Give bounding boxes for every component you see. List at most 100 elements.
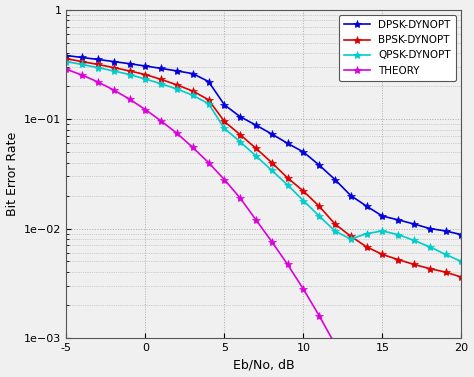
DPSK-DYNOPT bbox=[269, 132, 274, 136]
THEORY bbox=[269, 239, 274, 244]
BPSK-DYNOPT bbox=[206, 98, 211, 102]
THEORY bbox=[348, 372, 354, 376]
THEORY bbox=[285, 262, 291, 267]
BPSK-DYNOPT bbox=[427, 267, 433, 271]
BPSK-DYNOPT bbox=[253, 146, 259, 150]
THEORY bbox=[111, 88, 117, 92]
DPSK-DYNOPT bbox=[458, 232, 464, 237]
THEORY bbox=[143, 107, 148, 112]
DPSK-DYNOPT bbox=[316, 163, 322, 167]
QPSK-DYNOPT bbox=[395, 232, 401, 237]
BPSK-DYNOPT bbox=[95, 62, 101, 67]
BPSK-DYNOPT bbox=[316, 204, 322, 208]
BPSK-DYNOPT bbox=[158, 77, 164, 82]
QPSK-DYNOPT bbox=[95, 65, 101, 70]
DPSK-DYNOPT bbox=[285, 141, 291, 146]
BPSK-DYNOPT bbox=[443, 270, 448, 274]
Line: QPSK-DYNOPT: QPSK-DYNOPT bbox=[62, 57, 465, 266]
QPSK-DYNOPT bbox=[427, 245, 433, 249]
QPSK-DYNOPT bbox=[269, 168, 274, 173]
BPSK-DYNOPT bbox=[301, 189, 306, 193]
DPSK-DYNOPT bbox=[301, 150, 306, 154]
DPSK-DYNOPT bbox=[443, 229, 448, 233]
THEORY bbox=[206, 160, 211, 165]
BPSK-DYNOPT bbox=[127, 69, 132, 73]
QPSK-DYNOPT bbox=[143, 77, 148, 81]
THEORY bbox=[221, 177, 227, 182]
BPSK-DYNOPT bbox=[269, 160, 274, 165]
QPSK-DYNOPT bbox=[127, 72, 132, 77]
DPSK-DYNOPT bbox=[143, 64, 148, 68]
DPSK-DYNOPT bbox=[237, 115, 243, 119]
THEORY bbox=[316, 313, 322, 318]
Y-axis label: Bit Error Rate: Bit Error Rate bbox=[6, 132, 18, 216]
BPSK-DYNOPT bbox=[221, 119, 227, 124]
BPSK-DYNOPT bbox=[285, 176, 291, 180]
BPSK-DYNOPT bbox=[411, 262, 417, 267]
THEORY bbox=[332, 342, 338, 346]
QPSK-DYNOPT bbox=[285, 183, 291, 187]
THEORY bbox=[174, 131, 180, 136]
DPSK-DYNOPT bbox=[348, 193, 354, 198]
BPSK-DYNOPT bbox=[458, 275, 464, 279]
DPSK-DYNOPT bbox=[253, 123, 259, 127]
DPSK-DYNOPT bbox=[380, 214, 385, 218]
DPSK-DYNOPT bbox=[79, 55, 85, 60]
QPSK-DYNOPT bbox=[237, 139, 243, 144]
QPSK-DYNOPT bbox=[79, 62, 85, 67]
BPSK-DYNOPT bbox=[380, 252, 385, 257]
THEORY bbox=[95, 80, 101, 84]
DPSK-DYNOPT bbox=[64, 53, 69, 58]
QPSK-DYNOPT bbox=[253, 154, 259, 158]
QPSK-DYNOPT bbox=[111, 69, 117, 73]
DPSK-DYNOPT bbox=[127, 61, 132, 66]
Line: DPSK-DYNOPT: DPSK-DYNOPT bbox=[62, 51, 465, 239]
QPSK-DYNOPT bbox=[458, 259, 464, 264]
DPSK-DYNOPT bbox=[221, 103, 227, 107]
QPSK-DYNOPT bbox=[190, 93, 196, 98]
BPSK-DYNOPT bbox=[64, 57, 69, 61]
BPSK-DYNOPT bbox=[332, 222, 338, 226]
Line: BPSK-DYNOPT: BPSK-DYNOPT bbox=[62, 55, 465, 281]
THEORY bbox=[127, 97, 132, 101]
QPSK-DYNOPT bbox=[221, 126, 227, 131]
QPSK-DYNOPT bbox=[64, 59, 69, 64]
BPSK-DYNOPT bbox=[79, 59, 85, 64]
DPSK-DYNOPT bbox=[206, 79, 211, 84]
QPSK-DYNOPT bbox=[380, 229, 385, 233]
QPSK-DYNOPT bbox=[206, 101, 211, 106]
QPSK-DYNOPT bbox=[411, 238, 417, 243]
BPSK-DYNOPT bbox=[395, 257, 401, 262]
THEORY bbox=[253, 218, 259, 222]
DPSK-DYNOPT bbox=[332, 177, 338, 182]
THEORY bbox=[64, 67, 69, 72]
BPSK-DYNOPT bbox=[348, 234, 354, 239]
DPSK-DYNOPT bbox=[111, 59, 117, 64]
BPSK-DYNOPT bbox=[174, 83, 180, 87]
QPSK-DYNOPT bbox=[301, 198, 306, 203]
THEORY bbox=[158, 119, 164, 123]
DPSK-DYNOPT bbox=[364, 204, 369, 208]
THEORY bbox=[237, 196, 243, 200]
DPSK-DYNOPT bbox=[190, 71, 196, 76]
Line: THEORY: THEORY bbox=[62, 65, 465, 377]
BPSK-DYNOPT bbox=[190, 89, 196, 93]
Legend: DPSK-DYNOPT, BPSK-DYNOPT, QPSK-DYNOPT, THEORY: DPSK-DYNOPT, BPSK-DYNOPT, QPSK-DYNOPT, T… bbox=[339, 15, 456, 81]
BPSK-DYNOPT bbox=[364, 245, 369, 249]
DPSK-DYNOPT bbox=[158, 66, 164, 70]
DPSK-DYNOPT bbox=[95, 57, 101, 62]
QPSK-DYNOPT bbox=[158, 81, 164, 86]
BPSK-DYNOPT bbox=[237, 132, 243, 137]
THEORY bbox=[79, 73, 85, 77]
DPSK-DYNOPT bbox=[427, 226, 433, 231]
QPSK-DYNOPT bbox=[348, 237, 354, 241]
THEORY bbox=[190, 145, 196, 150]
QPSK-DYNOPT bbox=[364, 231, 369, 236]
X-axis label: Eb/No, dB: Eb/No, dB bbox=[233, 359, 295, 371]
QPSK-DYNOPT bbox=[174, 87, 180, 91]
DPSK-DYNOPT bbox=[395, 218, 401, 222]
DPSK-DYNOPT bbox=[174, 69, 180, 73]
BPSK-DYNOPT bbox=[143, 72, 148, 77]
BPSK-DYNOPT bbox=[111, 65, 117, 70]
QPSK-DYNOPT bbox=[332, 229, 338, 233]
